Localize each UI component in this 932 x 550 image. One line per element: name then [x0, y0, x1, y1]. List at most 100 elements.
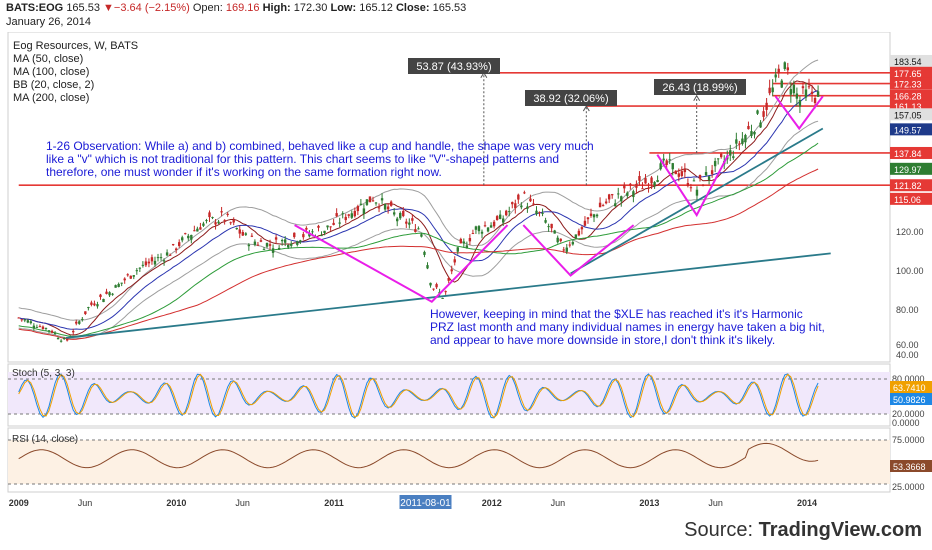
- legend-title: Eog Resources, W, BATS: [13, 40, 138, 52]
- low-value: 165.12: [359, 2, 393, 14]
- price-badge: 166.28: [894, 92, 922, 102]
- candle-body: [471, 233, 475, 235]
- candle-body: [353, 210, 357, 217]
- candle-body: [447, 278, 450, 281]
- candle-body: [810, 91, 814, 95]
- candle-body: [595, 214, 599, 217]
- candle-body: [538, 211, 541, 213]
- candle-body: [695, 189, 699, 196]
- candle-body: [444, 291, 447, 293]
- time-axis: 2009 Jun 2010 Jun 2011 2011-08-01 2012 Jun 2013 J…: [9, 495, 817, 509]
- measure-label-3: 26.43 (18.99%): [662, 82, 737, 94]
- candle-body: [417, 228, 420, 230]
- candle-body: [798, 100, 802, 107]
- candle-body: [777, 68, 780, 74]
- bb-upper: [18, 59, 819, 321]
- candle-body: [141, 264, 145, 266]
- candle-body: [614, 203, 617, 207]
- candle-body: [277, 247, 281, 250]
- candle-body: [601, 205, 605, 207]
- candle-body: [117, 283, 120, 287]
- candle-body: [738, 143, 741, 145]
- candle-body: [635, 183, 638, 188]
- rsi-badge: 53.3668: [893, 462, 926, 472]
- candle-body: [232, 219, 235, 223]
- candle-body: [741, 138, 744, 144]
- candle-body: [571, 241, 575, 245]
- candle-body: [93, 303, 96, 306]
- candle-body: [753, 131, 756, 135]
- long-trendline: [65, 252, 831, 339]
- time-tick: Jun: [708, 498, 723, 508]
- candle-body: [205, 220, 208, 222]
- candle-body: [420, 234, 423, 237]
- candle-body: [253, 241, 257, 245]
- candle-body: [259, 240, 263, 242]
- candle-body: [677, 173, 681, 177]
- price-tick-120: 120.00: [896, 227, 924, 237]
- note1-line2: like a "v" which is not traditional for …: [46, 152, 559, 166]
- candle-body: [193, 230, 196, 232]
- candle-body: [35, 327, 39, 329]
- candle-body: [380, 198, 384, 201]
- measure-arrows: [480, 71, 701, 186]
- candle-body: [698, 174, 702, 179]
- price-badge: 183.54: [894, 57, 922, 67]
- candle-body: [477, 226, 481, 232]
- candle-body: [692, 180, 696, 182]
- bollinger-bands: [18, 59, 819, 339]
- legend-ma50: MA (50, close): [13, 53, 83, 65]
- candle-body: [544, 220, 547, 223]
- price-badge-box: [890, 89, 932, 102]
- candle-body: [102, 298, 105, 303]
- price-badge: 149.57: [894, 125, 922, 135]
- close-label: Close:: [395, 2, 430, 14]
- candle-body: [368, 196, 372, 203]
- high-label: High:: [262, 2, 291, 14]
- candle-body: [498, 214, 502, 219]
- quote-header: BATS:EOG 165.53 ▼−3.64 (−2.15%) Open: 16…: [6, 2, 466, 14]
- candle-body: [644, 178, 647, 184]
- candle-body: [135, 270, 139, 272]
- measure-arrowhead: [693, 94, 701, 101]
- candle-body: [689, 187, 693, 189]
- candle-body: [562, 249, 565, 251]
- candle-body: [474, 226, 478, 230]
- chart[interactable]: Eog Resources, W, BATS MA (50, close) MA…: [0, 32, 932, 512]
- stoch-label: Stoch (5, 3, 3): [12, 368, 75, 379]
- candle-body: [389, 201, 393, 206]
- price-badge-box: [890, 77, 932, 90]
- candle-body: [299, 240, 302, 242]
- candle-body: [29, 321, 33, 324]
- candle-body: [526, 206, 529, 209]
- source-credit: Source: TradingView.com: [684, 519, 922, 542]
- candle-body: [90, 302, 93, 305]
- candle-body: [459, 238, 462, 244]
- candle-body: [317, 225, 320, 228]
- candle-body: [129, 275, 132, 279]
- candle-body: [480, 231, 484, 234]
- candle-body: [750, 131, 753, 136]
- candle-body: [713, 161, 717, 167]
- candle-body: [520, 205, 523, 208]
- candle-body: [190, 234, 193, 240]
- candle-body: [505, 210, 508, 216]
- candle-body: [456, 247, 459, 252]
- candle-body: [683, 169, 687, 173]
- candle-body: [126, 274, 129, 276]
- candle-body: [250, 235, 254, 237]
- candle-body: [344, 216, 347, 221]
- time-tick: 2010: [166, 498, 186, 508]
- candle-body: [323, 230, 326, 233]
- candle-body: [32, 325, 36, 329]
- candle-body: [356, 206, 360, 212]
- measure-label-2: 38.92 (32.06%): [533, 93, 608, 105]
- candle-body: [656, 180, 659, 183]
- candle-body: [583, 220, 587, 226]
- candle-body: [574, 234, 578, 238]
- candle-body: [287, 244, 290, 248]
- candle-body: [108, 292, 111, 296]
- candle-body: [514, 203, 517, 209]
- candle-body: [168, 254, 172, 256]
- candle-body: [816, 91, 820, 97]
